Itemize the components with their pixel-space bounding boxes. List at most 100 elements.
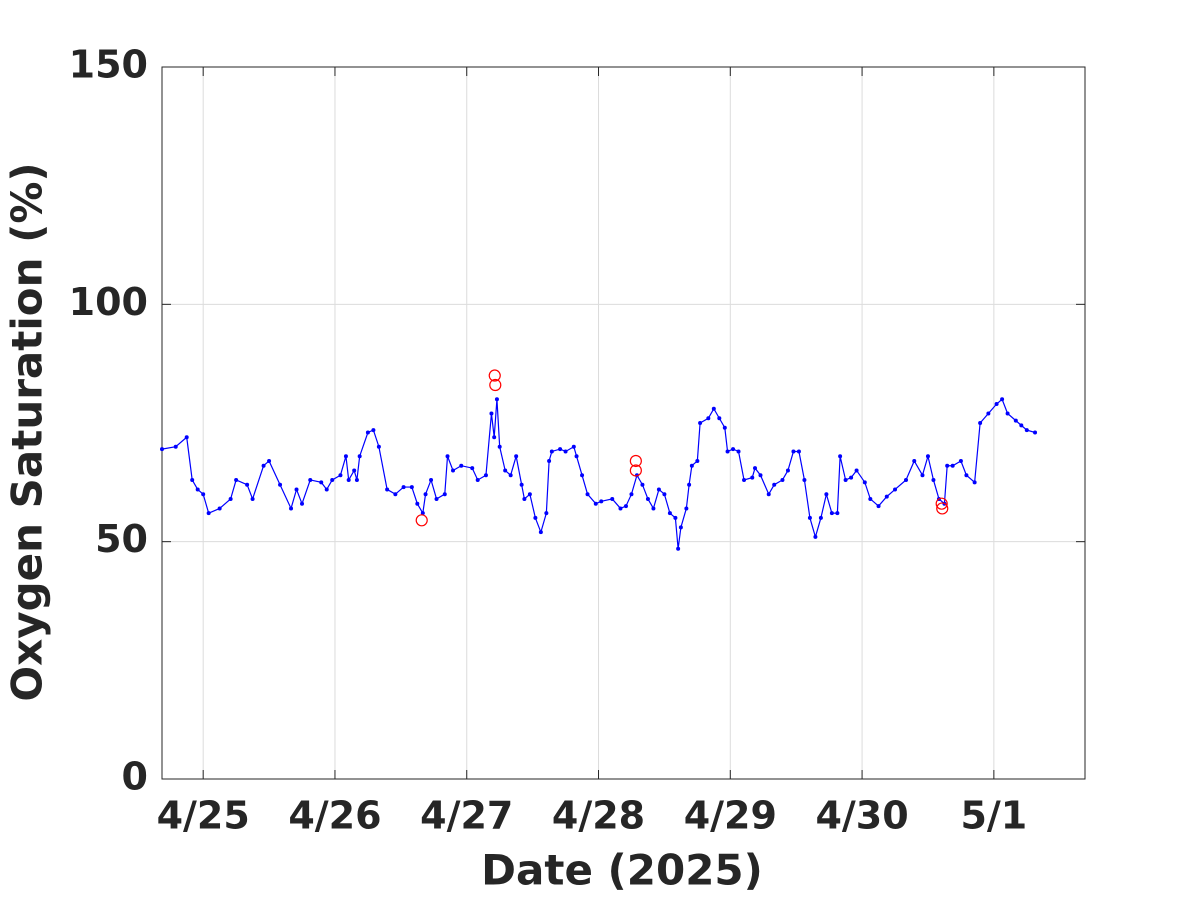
data-point (228, 496, 233, 501)
x-tick-label: 4/26 (288, 794, 381, 838)
data-point (829, 511, 834, 516)
data-point (376, 444, 381, 449)
data-point (731, 447, 736, 452)
data-point (758, 473, 763, 478)
x-tick-label: 4/27 (420, 794, 513, 838)
outlier-marker (629, 464, 642, 477)
data-point (717, 416, 722, 421)
data-point (324, 487, 329, 492)
data-point (843, 477, 848, 482)
outlier-marker (936, 502, 949, 515)
outlier-marker (629, 454, 642, 468)
data-point (838, 454, 843, 459)
data-point (645, 496, 650, 501)
data-point (445, 454, 450, 459)
data-point (434, 496, 439, 501)
data-point (245, 482, 250, 487)
data-point (492, 435, 497, 440)
data-point (772, 482, 777, 487)
y-tick-label: 100 (69, 280, 148, 324)
data-point (802, 477, 807, 482)
data-point (160, 447, 164, 452)
data-point (547, 458, 552, 463)
data-point (489, 411, 494, 416)
data-point (278, 482, 283, 487)
data-point (753, 466, 758, 471)
data-point (195, 487, 200, 492)
data-point (420, 511, 425, 516)
y-axis-label: Oxygen Saturation (%) (3, 162, 52, 701)
data-point (475, 477, 480, 482)
outlier-marker (415, 514, 428, 527)
data-point (1000, 397, 1005, 402)
data-point (876, 504, 881, 509)
data-point (338, 473, 343, 478)
data-point (618, 506, 623, 511)
data-point (640, 482, 645, 487)
data-point (533, 515, 538, 520)
data-point (950, 463, 955, 468)
data-point (698, 421, 703, 425)
data-point (1013, 418, 1018, 423)
data-point (423, 492, 428, 497)
data-point (722, 425, 727, 430)
data-point (662, 492, 667, 497)
data-point (415, 501, 420, 506)
data-point (514, 454, 519, 459)
data-point (401, 485, 406, 490)
data-point (695, 458, 700, 463)
data-point (451, 468, 456, 473)
data-point (330, 477, 335, 482)
data-point (651, 506, 656, 511)
data-point (308, 477, 313, 482)
data-point (824, 492, 829, 497)
data-point (994, 402, 999, 407)
data-point (750, 475, 755, 480)
data-point (862, 480, 867, 485)
data-point (459, 463, 464, 468)
data-point (294, 487, 299, 492)
data-point (1005, 411, 1010, 416)
data-point (742, 477, 747, 482)
data-point (676, 546, 681, 551)
data-point (442, 492, 447, 497)
data-point (623, 504, 628, 509)
data-point (1019, 423, 1024, 428)
data-point (673, 515, 678, 520)
data-point (925, 454, 930, 459)
data-point (689, 463, 694, 468)
data-point (599, 499, 604, 504)
data-point (978, 421, 983, 425)
outlier-marker (489, 378, 502, 392)
x-tick-label: 4/30 (815, 794, 908, 838)
data-point (687, 482, 692, 487)
data-point (503, 468, 508, 473)
data-point (580, 473, 585, 478)
data-point (780, 477, 785, 482)
data-point (250, 496, 255, 501)
data-point (346, 477, 351, 482)
data-point (544, 511, 549, 516)
data-point (791, 449, 796, 454)
data-point (289, 506, 294, 511)
data-point (835, 511, 840, 516)
data-point (217, 506, 222, 511)
data-point (409, 485, 414, 490)
data-point (354, 477, 359, 482)
data-point (201, 492, 206, 497)
data-point (527, 492, 532, 497)
data-point (593, 501, 598, 506)
data-point (610, 496, 615, 501)
data-point (818, 515, 823, 520)
data-point (190, 477, 195, 482)
data-point (849, 475, 854, 480)
data-point (371, 428, 376, 433)
data-point (807, 515, 812, 520)
data-point (234, 477, 239, 482)
data-point (785, 468, 790, 473)
data-point (986, 411, 991, 416)
x-tick-label: 4/29 (684, 794, 777, 838)
